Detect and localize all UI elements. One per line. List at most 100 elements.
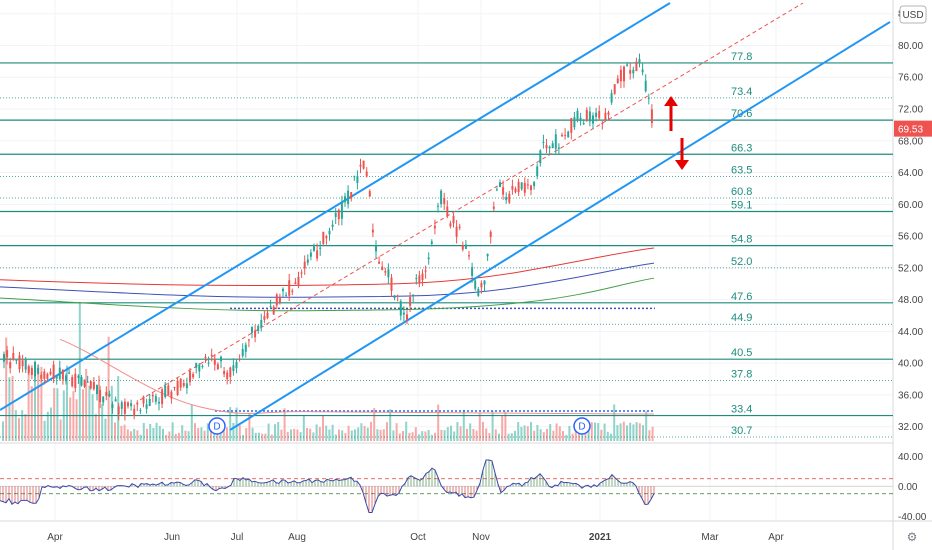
volume-bar xyxy=(328,429,331,441)
volume-bar xyxy=(290,429,292,441)
volume-bar xyxy=(120,425,123,441)
volume-bar xyxy=(632,424,635,441)
candle-body xyxy=(508,193,511,203)
volume-bar xyxy=(101,403,104,441)
candle-body xyxy=(424,270,427,272)
price-tick-label: 72.00 xyxy=(898,105,923,116)
candle-body xyxy=(598,110,601,119)
candle-body xyxy=(139,410,142,412)
candle-body xyxy=(458,226,461,228)
candle-body xyxy=(396,295,399,297)
candle-body xyxy=(409,296,412,306)
volume-bar xyxy=(648,430,651,441)
candle-body xyxy=(167,385,170,396)
volume-bar xyxy=(520,426,523,441)
candle-body xyxy=(300,272,303,274)
volume-bar xyxy=(347,425,350,441)
candle-body xyxy=(340,202,343,219)
volume-bar xyxy=(229,407,232,441)
time-tick-label: Oct xyxy=(410,532,426,543)
candle-body xyxy=(68,372,71,374)
candle-body xyxy=(353,176,356,178)
volume-bar xyxy=(53,387,56,441)
volume-bar xyxy=(366,427,369,441)
volume-bar xyxy=(286,431,289,441)
candle-body xyxy=(452,215,455,224)
candle-body xyxy=(567,131,570,138)
candle-body xyxy=(322,231,325,244)
candle-body xyxy=(328,230,331,235)
volume-bar xyxy=(158,425,161,441)
volume-bar xyxy=(331,424,334,441)
candle-body xyxy=(204,356,207,358)
volume-bar xyxy=(360,423,363,441)
candle-body xyxy=(533,182,536,187)
volume-bar xyxy=(88,385,91,441)
candle-body xyxy=(375,246,377,252)
volume-bar xyxy=(78,301,81,441)
volume-bar xyxy=(226,427,228,441)
volume-bar xyxy=(421,431,424,441)
volume-bar xyxy=(338,429,340,441)
volume-bar xyxy=(613,404,616,441)
fib-level-label: 60.8 xyxy=(731,186,752,198)
candle-body xyxy=(588,111,591,122)
candle-body xyxy=(46,373,49,379)
fib-level-label: 66.3 xyxy=(731,142,752,154)
volume-bar xyxy=(203,430,206,441)
volume-bar xyxy=(283,408,286,441)
volume-bar xyxy=(178,432,180,441)
volume-bar xyxy=(206,423,209,441)
volume-bar xyxy=(638,423,641,441)
time-tick-label: Apr xyxy=(47,532,63,543)
volume-bar xyxy=(334,434,337,441)
volume-bar xyxy=(245,428,248,441)
volume-bar xyxy=(408,432,411,441)
candle-body xyxy=(319,247,322,249)
candle-body xyxy=(207,362,210,364)
volume-bar xyxy=(270,434,273,441)
candle-body xyxy=(220,356,222,362)
volume-bar xyxy=(8,377,11,441)
candle-body xyxy=(102,396,105,403)
osc-tick-label: 0.00 xyxy=(898,482,918,493)
volume-bar xyxy=(94,413,97,441)
volume-bar xyxy=(280,429,283,441)
down-arrow-head xyxy=(675,160,689,170)
candle-body xyxy=(604,112,607,120)
currency-label: USD xyxy=(902,10,923,21)
volume-bar xyxy=(18,417,20,441)
volume-bar xyxy=(597,422,600,441)
candle-body xyxy=(362,160,365,169)
volume-bar xyxy=(635,422,638,441)
time-tick-label: 2021 xyxy=(589,532,612,543)
volume-bar xyxy=(482,421,484,441)
candle-body xyxy=(492,206,495,209)
candle-body xyxy=(316,250,319,259)
candle-body xyxy=(523,182,526,193)
candle-body xyxy=(576,110,579,120)
candle-body xyxy=(297,276,300,286)
dividend-marker xyxy=(208,417,226,435)
candle-body xyxy=(440,190,443,205)
volume-bar xyxy=(363,425,366,441)
volume-bar xyxy=(642,425,644,441)
volume-bar xyxy=(510,433,513,441)
candle-body xyxy=(468,255,470,257)
volume-bar xyxy=(302,416,305,441)
volume-bar xyxy=(210,429,212,441)
volume-bar xyxy=(440,429,443,441)
volume-bar xyxy=(114,422,116,441)
candle-body xyxy=(6,350,9,358)
candle-body xyxy=(601,123,604,125)
volume-bar xyxy=(34,367,36,441)
candle-body xyxy=(260,319,263,327)
fib-level-label: 77.8 xyxy=(731,51,752,63)
volume-bar xyxy=(136,430,139,441)
candle-body xyxy=(105,391,108,396)
candle-body xyxy=(201,365,204,367)
candle-body xyxy=(548,146,551,149)
fib-level-label: 54.8 xyxy=(731,234,752,246)
candle-body xyxy=(306,259,309,263)
